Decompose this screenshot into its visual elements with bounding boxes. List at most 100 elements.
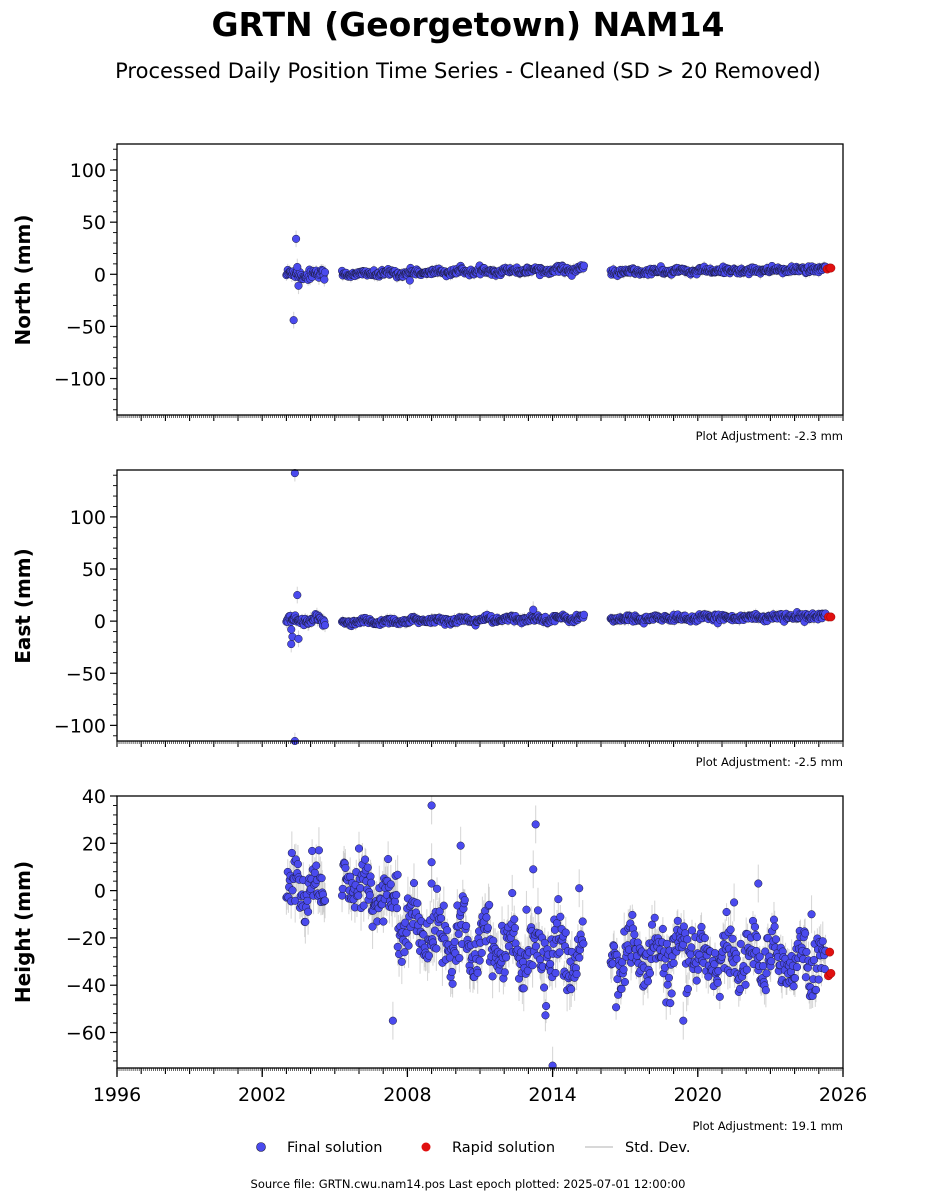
height-final-point — [533, 906, 543, 915]
east-final-point — [287, 625, 296, 634]
east-final-point — [294, 634, 303, 643]
height-final-point — [287, 848, 296, 858]
east-final-point — [579, 610, 589, 619]
height-final-point — [617, 984, 626, 993]
height-final-point — [579, 939, 588, 948]
height-final-point — [317, 874, 326, 883]
north-final-point — [293, 262, 302, 272]
north-y-tick-label: 100 — [70, 160, 106, 182]
height-final-point — [401, 918, 410, 927]
height-final-point — [575, 953, 584, 962]
height-final-point — [541, 1011, 550, 1020]
height-final-point — [301, 917, 310, 926]
height-final-point — [356, 884, 365, 893]
height-final-point — [359, 901, 368, 910]
height-final-point — [354, 844, 364, 853]
height-final-point — [567, 985, 576, 994]
north-y-tick-label: 50 — [82, 212, 106, 234]
north-final-point — [289, 316, 298, 325]
height-final-point — [409, 879, 419, 888]
height-final-point — [402, 928, 411, 937]
north-plot-adjustment: Plot Adjustment: -2.3 mm — [696, 429, 843, 443]
height-final-point — [619, 965, 628, 974]
east-final-point — [293, 591, 302, 600]
north-y-tick-label: 0 — [94, 264, 106, 286]
height-final-point — [424, 951, 433, 960]
height-final-point — [361, 855, 370, 864]
height-final-point — [419, 930, 428, 939]
figure-title: GRTN (Georgetown) NAM14 — [211, 5, 724, 44]
east-y-tick-label: 50 — [82, 559, 106, 581]
height-final-point — [291, 896, 300, 905]
east-final-point — [320, 621, 330, 630]
height-final-point — [555, 948, 564, 957]
height-final-point — [460, 896, 469, 905]
east-y-tick-label: −50 — [66, 663, 106, 685]
north-axis-label: North (mm) — [11, 214, 35, 345]
height-final-point — [288, 886, 297, 895]
height-final-point — [477, 948, 486, 957]
height-final-point — [630, 930, 639, 939]
east-axis-label: East (mm) — [11, 548, 35, 664]
height-final-point — [502, 953, 511, 962]
north-rapid-point — [826, 263, 836, 273]
north-final-point — [405, 276, 414, 285]
height-final-point — [542, 1002, 551, 1011]
north-y-tick-label: −100 — [54, 369, 106, 391]
height-final-point — [397, 957, 406, 966]
figure-subtitle: Processed Daily Position Time Series - C… — [115, 59, 821, 83]
height-final-point — [312, 861, 321, 870]
height-final-point — [482, 913, 491, 922]
height-final-point — [363, 863, 372, 872]
height-final-point — [448, 979, 457, 988]
east-final-point — [287, 640, 296, 649]
height-final-point — [354, 891, 363, 900]
height-final-point — [392, 890, 401, 900]
height-final-point — [293, 860, 302, 869]
height-final-point — [413, 899, 422, 908]
height-final-point — [531, 942, 541, 951]
height-final-point — [437, 914, 446, 923]
height-final-point — [645, 969, 655, 978]
height-final-point — [432, 884, 442, 893]
height-final-point — [303, 896, 312, 905]
height-final-point — [540, 983, 549, 992]
height-final-point — [650, 913, 659, 922]
east-y-tick-label: 100 — [70, 507, 106, 529]
north-panel: −100 −50 0 50 100 North (mm) Plot Adjustment… — [11, 143, 844, 443]
height-final-point — [546, 959, 555, 969]
height-final-point — [400, 948, 409, 957]
height-final-point — [450, 937, 459, 946]
height-final-point — [341, 863, 350, 872]
height-final-point — [556, 912, 565, 921]
height-final-point — [320, 896, 330, 905]
height-final-point — [390, 897, 399, 906]
height-final-point — [404, 941, 413, 950]
height-final-point — [308, 846, 317, 855]
height-final-point — [473, 968, 482, 977]
north-y-tick-label: −50 — [66, 316, 106, 338]
height-final-point — [485, 900, 494, 909]
height-final-point — [443, 926, 452, 935]
height-final-point — [612, 1003, 621, 1012]
east-final-point — [290, 469, 299, 478]
height-final-point — [522, 905, 531, 914]
height-final-point — [552, 919, 562, 928]
height-final-point — [572, 970, 581, 979]
height-final-point — [304, 907, 313, 916]
east-final-point — [529, 605, 538, 614]
height-final-point — [647, 920, 657, 929]
height-final-point — [386, 880, 395, 889]
height-final-point — [528, 961, 537, 970]
north-final-point — [320, 268, 330, 277]
height-final-point — [554, 895, 563, 904]
height-final-point — [643, 977, 652, 986]
east-panel: −100 −50 0 50 100 East (mm) Plot Adjustment:… — [11, 469, 844, 769]
height-final-point — [432, 944, 441, 953]
east-rapid-point — [826, 612, 836, 622]
height-final-point — [365, 891, 374, 900]
height-final-point — [483, 923, 492, 932]
